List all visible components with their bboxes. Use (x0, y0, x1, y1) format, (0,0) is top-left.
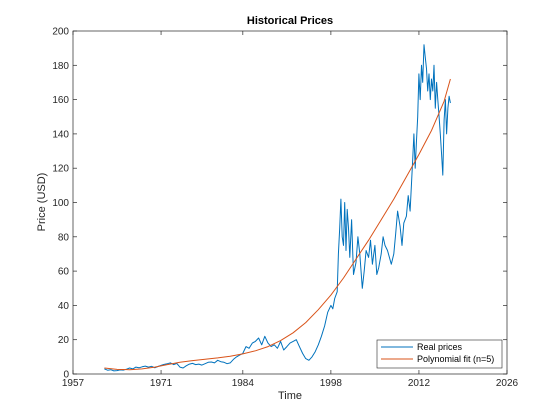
x-tick-label: 2026 (496, 378, 519, 389)
y-tick-label: 80 (58, 232, 70, 243)
y-tick-label: 120 (52, 164, 69, 175)
ticks-layer: 1957 1971 1984 1998 2012 2026 0 20 40 60 80 100 120 1… (52, 27, 518, 390)
chart-title: Historical Prices (247, 15, 333, 27)
y-tick-label: 180 (52, 61, 69, 72)
y-tick-label: 100 (52, 198, 69, 209)
series-layer (104, 44, 451, 372)
x-tick-label: 2012 (408, 378, 431, 389)
legend-box (376, 339, 503, 369)
x-tick-label: 1971 (150, 378, 173, 389)
y-tick-label: 60 (58, 267, 70, 278)
y-tick-label: 200 (52, 27, 69, 38)
x-tick-label: 1998 (320, 378, 343, 389)
y-axis-label: Price (USD) (36, 173, 48, 232)
y-tick-label: 20 (58, 335, 70, 346)
legend: Real prices Polynomial fit (n=5) (376, 339, 503, 369)
y-tick-label: 0 (63, 370, 69, 381)
x-axis-label: Time (278, 390, 302, 402)
legend-label-polynomial-fit: Polynomial fit (n=5) (417, 354, 494, 364)
series-line-real-prices (104, 44, 451, 372)
legend-label-real-prices: Real prices (417, 342, 463, 352)
y-tick-label: 160 (52, 95, 69, 106)
plot-area (73, 31, 507, 374)
x-tick-label: 1984 (232, 378, 255, 389)
y-tick-label: 40 (58, 301, 70, 312)
series-line-polynomial-fit-n-5 (104, 78, 451, 371)
y-tick-label: 140 (52, 129, 69, 140)
x-tick-label: 1957 (62, 378, 85, 389)
